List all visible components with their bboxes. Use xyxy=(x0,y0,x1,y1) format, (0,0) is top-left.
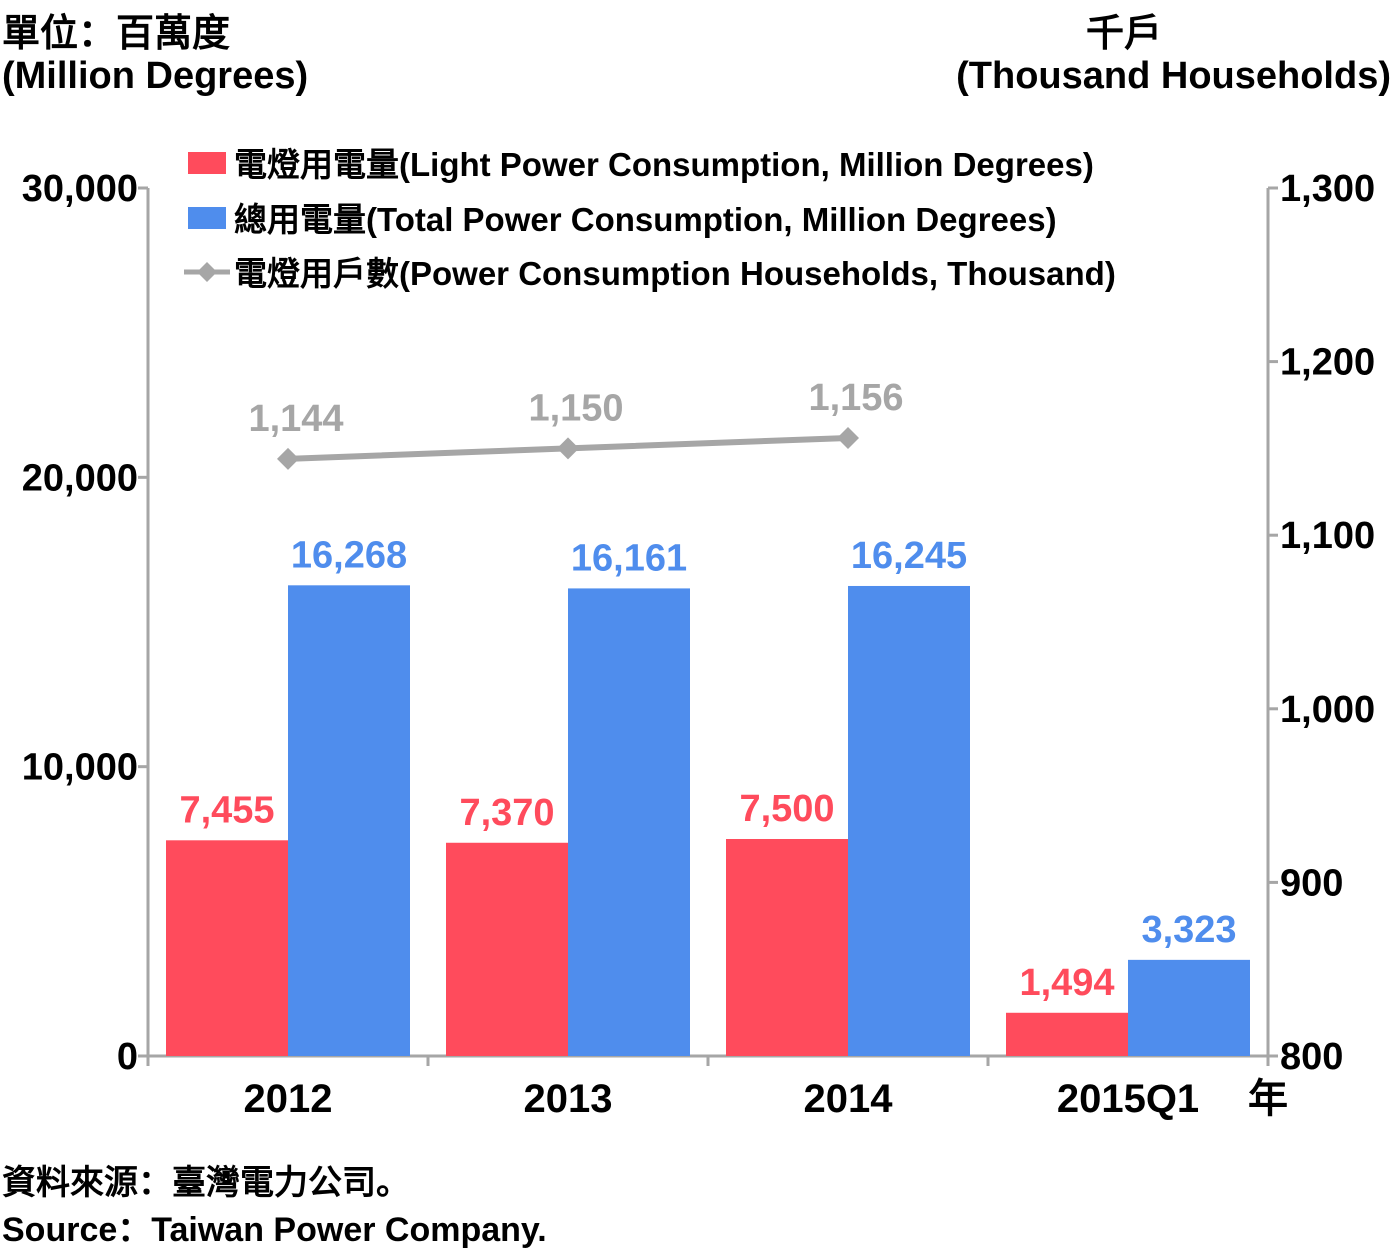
households-marker xyxy=(277,447,299,470)
bar-total-2014 xyxy=(848,585,970,1056)
right-axis-tick-label: 1,000 xyxy=(1280,689,1375,731)
data-label-total: 16,268 xyxy=(291,534,407,576)
bar-total-2012 xyxy=(288,585,410,1056)
households-marker xyxy=(557,437,579,460)
x-axis-category-label: 2014 xyxy=(804,1077,894,1121)
left-axis-unit-chinese: 單位：百萬度 xyxy=(2,13,231,55)
data-label-light: 7,370 xyxy=(459,792,554,834)
legend-swatch-total xyxy=(188,207,226,229)
right-axis-tick-label: 1,100 xyxy=(1280,515,1375,557)
x-axis-category-label: 2013 xyxy=(524,1077,613,1121)
data-label-households: 1,150 xyxy=(528,387,623,429)
x-axis-category-label: 2015Q1 xyxy=(1057,1077,1199,1121)
right-axis-tick-label: 900 xyxy=(1280,862,1343,904)
x-axis-unit-label: 年 xyxy=(1248,1077,1288,1121)
right-axis-unit-english: (Thousand Households) xyxy=(956,55,1391,97)
bar-total-2013 xyxy=(568,588,690,1056)
data-label-light: 7,455 xyxy=(179,789,274,831)
legend-swatch-light xyxy=(188,152,226,174)
source-english: Source：Taiwan Power Company. xyxy=(2,1211,547,1249)
legend-label-total: 總用電量(Total Power Consumption, Million De… xyxy=(234,201,1057,238)
source-chinese: 資料來源：臺灣電力公司。 xyxy=(2,1164,410,1202)
legend-marker-households xyxy=(197,262,217,282)
households-marker xyxy=(837,426,859,449)
left-axis-tick-label: 10,000 xyxy=(22,747,138,789)
bar-total-2015Q1 xyxy=(1128,959,1250,1056)
x-axis-category-label: 2012 xyxy=(244,1077,333,1121)
right-axis-tick-label: 1,200 xyxy=(1280,342,1375,384)
data-label-households: 1,156 xyxy=(808,377,903,419)
right-axis-tick-label: 1,300 xyxy=(1280,168,1375,210)
data-label-households: 1,144 xyxy=(248,398,343,440)
right-axis-unit-chinese: 千戶 xyxy=(1086,13,1163,55)
data-label-total: 16,161 xyxy=(571,537,687,579)
bar-light-2015Q1 xyxy=(1006,1012,1128,1056)
left-axis-tick-label: 30,000 xyxy=(22,168,138,210)
bar-light-2014 xyxy=(726,839,848,1056)
data-label-light: 1,494 xyxy=(1019,962,1114,1004)
bar-light-2013 xyxy=(446,842,568,1056)
left-axis-tick-label: 20,000 xyxy=(22,457,138,499)
data-label-total: 16,245 xyxy=(851,535,967,577)
left-axis-unit-english: (Million Degrees) xyxy=(2,55,309,97)
left-axis-tick-label: 0 xyxy=(117,1036,138,1078)
legend-label-light: 電燈用電量(Light Power Consumption, Million D… xyxy=(234,146,1094,183)
data-label-light: 7,500 xyxy=(739,788,834,830)
data-label-total: 3,323 xyxy=(1141,909,1236,951)
right-axis-tick-label: 800 xyxy=(1280,1036,1343,1078)
legend-label-households: 電燈用戶數(Power Consumption Households, Thou… xyxy=(234,255,1116,292)
bar-light-2012 xyxy=(166,840,288,1056)
